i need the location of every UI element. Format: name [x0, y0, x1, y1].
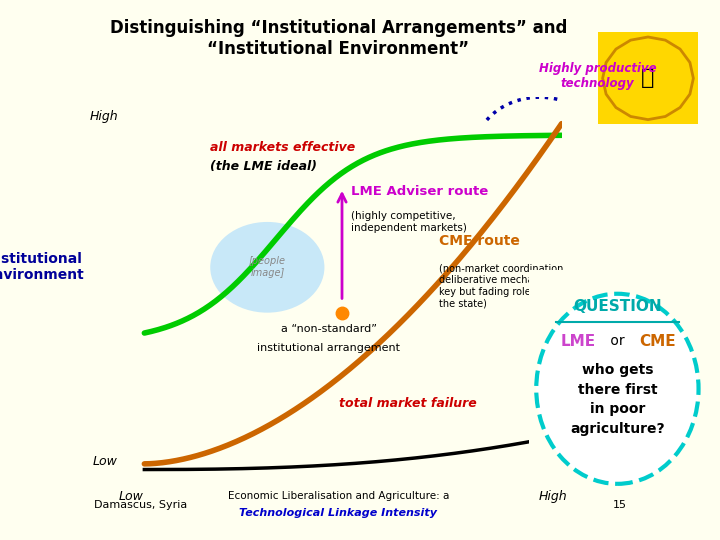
Text: (highly competitive,
independent markets): (highly competitive, independent markets…	[351, 211, 467, 233]
Text: or: or	[606, 334, 629, 348]
Text: 15: 15	[613, 500, 626, 510]
Ellipse shape	[536, 294, 698, 484]
Text: Institutional
Environment: Institutional Environment	[0, 252, 84, 282]
Text: QUESTION: QUESTION	[573, 299, 662, 314]
Text: Economic Liberalisation and Agriculture: a: Economic Liberalisation and Agriculture:…	[228, 491, 449, 501]
Text: (the LME ideal): (the LME ideal)	[210, 160, 318, 173]
Text: High: High	[89, 110, 118, 123]
Text: a “non-standard”: a “non-standard”	[281, 324, 377, 334]
Text: Low: Low	[119, 490, 143, 503]
Ellipse shape	[210, 222, 325, 313]
Text: Low: Low	[93, 455, 118, 468]
Text: Damascus, Syria: Damascus, Syria	[94, 500, 187, 510]
Text: (non-market coordination,
deliberative mechanisms,
key but fading role of
the st: (non-market coordination, deliberative m…	[438, 264, 566, 308]
Text: High: High	[539, 490, 567, 503]
Text: all markets effective: all markets effective	[210, 141, 356, 154]
Text: Technological Linkage Intensity: Technological Linkage Intensity	[239, 508, 438, 518]
Text: institutional arrangement: institutional arrangement	[257, 343, 400, 353]
Text: Distinguishing “Institutional Arrangements” and: Distinguishing “Institutional Arrangemen…	[109, 19, 567, 37]
Text: CME: CME	[639, 334, 676, 349]
Text: Highly productive
technology: Highly productive technology	[539, 62, 657, 90]
Text: [people
image]: [people image]	[249, 256, 286, 278]
Text: total market failure: total market failure	[339, 397, 477, 410]
Text: 🚜: 🚜	[642, 68, 654, 89]
Text: CME route: CME route	[438, 234, 520, 248]
Text: LME: LME	[561, 334, 596, 349]
Text: “Institutional Environment”: “Institutional Environment”	[207, 40, 469, 58]
Text: who gets
there first
in poor
agriculture?: who gets there first in poor agriculture…	[570, 363, 665, 436]
Text: LME Adviser route: LME Adviser route	[351, 185, 488, 198]
